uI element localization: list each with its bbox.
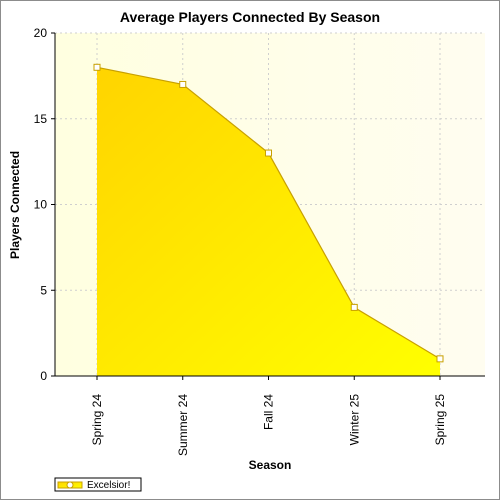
legend: Excelsior! xyxy=(54,477,142,492)
area-fill xyxy=(97,67,440,377)
x-tick-label: Spring 24 xyxy=(90,394,104,446)
y-tick-label: 15 xyxy=(34,112,48,126)
y-tick-labels: 0 5 10 15 20 xyxy=(34,26,48,383)
data-point xyxy=(93,63,101,71)
chart-title: Average Players Connected By Season xyxy=(120,9,380,25)
data-markers xyxy=(93,63,444,363)
legend-marker xyxy=(66,481,74,489)
y-axis-label: Players Connected xyxy=(8,151,22,259)
x-tick-label: Fall 24 xyxy=(262,394,276,430)
x-axis-label: Season xyxy=(249,458,292,472)
y-tick-label: 5 xyxy=(40,283,47,297)
data-point xyxy=(179,80,187,88)
x-tick-labels: Spring 24 Summer 24 Fall 24 Winter 25 Spring… xyxy=(90,394,447,456)
x-tick-label: Winter 25 xyxy=(347,394,361,446)
axes xyxy=(51,32,485,380)
data-point xyxy=(436,355,444,363)
x-tick-label: Summer 24 xyxy=(176,394,190,456)
y-tick-label: 0 xyxy=(40,369,47,383)
data-point xyxy=(350,303,358,311)
x-tick-label: Spring 25 xyxy=(433,394,447,446)
y-tick-label: 10 xyxy=(34,198,48,212)
y-tick-label: 20 xyxy=(34,26,48,40)
data-point xyxy=(265,149,272,157)
legend-label: Excelsior! xyxy=(87,480,130,491)
